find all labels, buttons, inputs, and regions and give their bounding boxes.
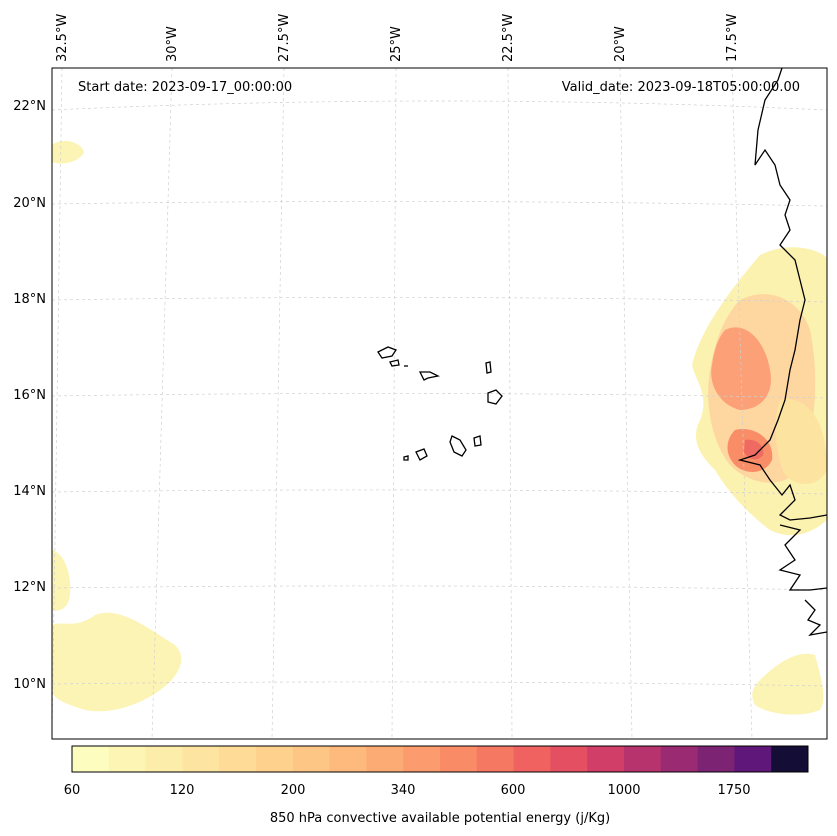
colorbar-swatch (182, 746, 220, 772)
cape-verde-sao-vicente (389, 359, 400, 367)
cape-verde-santo-antao (377, 346, 397, 359)
lat-label: 10°N (13, 677, 46, 692)
colorbar-swatch (476, 746, 515, 772)
map-frame (51, 67, 828, 740)
cape-verde-sao-nicolau (418, 371, 440, 381)
colorbar-swatch (403, 746, 441, 772)
colorbar-swatch (550, 746, 588, 772)
lat-label: 16°N (13, 388, 46, 403)
map-panel (52, 68, 827, 739)
lat-labels: 22°N 20°N 18°N 16°N 14°N 12°N 10°N (13, 99, 46, 692)
colorbar-ticks: 60 120 200 340 600 1000 1750 (64, 783, 751, 798)
colorbar-swatch (587, 746, 625, 772)
cape-verde-santiago (449, 435, 467, 457)
lon-label: 25°W (389, 26, 404, 62)
colorbar-swatch (697, 746, 735, 772)
colorbar-tick-label: 60 (64, 783, 81, 798)
colorbar-swatch (256, 746, 294, 772)
colorbar-swatch (329, 746, 367, 772)
colorbar-title: 850 hPa convective available potential e… (270, 811, 610, 826)
cape-verde-sal (485, 361, 492, 374)
colorbar-swatch (292, 746, 331, 772)
colorbar-tick-label: 200 (281, 783, 306, 798)
lat-label: 14°N (13, 484, 46, 499)
colorbar-swatch (219, 746, 257, 772)
cape-shading (52, 140, 827, 715)
colorbar-tick-label: 600 (501, 783, 526, 798)
colorbar-swatch (771, 746, 809, 772)
lat-label: 20°N (13, 196, 46, 211)
cape-region-africa-core3 (744, 439, 764, 460)
africa-coastline (737, 68, 827, 636)
lon-labels: 32.5°W 30°W 27.5°W 25°W 22.5°W 20°W 17.5… (55, 14, 740, 62)
lon-label: 20°W (613, 26, 628, 62)
cape-region-west-edge (52, 550, 71, 611)
cape-verde-boa-vista (487, 389, 503, 405)
lon-label: 30°W (165, 26, 180, 62)
colorbar-tick-label: 1750 (717, 783, 750, 798)
cape-verde-brava (403, 455, 409, 461)
cape-verde-fogo (415, 448, 428, 461)
colorbar-tick-label: 340 (391, 783, 416, 798)
lon-label: 27.5°W (277, 14, 292, 62)
cape-region-africa-east (775, 399, 827, 485)
lon-label: 22.5°W (501, 14, 516, 62)
lon-label: 32.5°W (55, 14, 70, 62)
colorbar (72, 746, 809, 772)
cape-verde-maio (473, 435, 482, 447)
lon-label: 17.5°W (725, 14, 740, 62)
cape-region-nw (52, 140, 84, 164)
colorbar-swatch (72, 746, 110, 772)
cape-region-southwest (52, 612, 182, 712)
gridlines (52, 68, 827, 739)
lat-label: 12°N (13, 580, 46, 595)
colorbar-swatch (513, 746, 551, 772)
cape-region-southeast (752, 653, 824, 715)
colorbar-swatch (145, 746, 183, 772)
colorbar-swatch (734, 746, 772, 772)
colorbar-tick-label: 120 (170, 783, 195, 798)
colorbar-swatch (366, 746, 404, 772)
colorbar-swatch (660, 746, 699, 772)
colorbar-swatch (108, 746, 147, 772)
colorbar-swatch (624, 746, 662, 772)
lat-label: 22°N (13, 99, 46, 114)
lat-label: 18°N (13, 292, 46, 307)
start-date-label: Start date: 2023-09-17_00:00:00 (78, 80, 292, 95)
valid-date-label: Valid_date: 2023-09-18T05:00:00.00 (562, 80, 800, 95)
coastlines (377, 68, 827, 636)
colorbar-tick-label: 1000 (607, 783, 640, 798)
colorbar-frame (71, 745, 809, 773)
colorbar-swatch (440, 746, 478, 772)
